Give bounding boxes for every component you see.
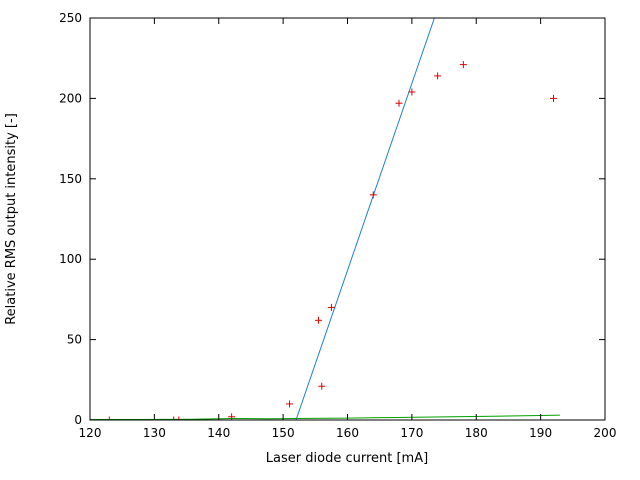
data-point-plus-marker: [550, 94, 557, 102]
data-point-plus-marker: [434, 72, 442, 80]
axes-layer: [89, 17, 606, 421]
x-tick-label: 160: [336, 426, 359, 440]
y-tick-label: 200: [59, 91, 82, 105]
series-layer: [90, 18, 560, 420]
data-point-plus-marker: [408, 88, 416, 96]
measured-intensity-points: [105, 61, 557, 420]
x-tick-label: 190: [529, 426, 552, 440]
x-tick-label: 180: [465, 426, 488, 440]
y-tick-label: 100: [59, 252, 82, 266]
data-point-plus-marker: [395, 99, 403, 107]
data-point-plus-marker: [327, 303, 335, 311]
data-point-plus-marker: [369, 191, 377, 199]
data-point-plus-marker: [286, 400, 294, 408]
y-tick-label: 50: [67, 333, 82, 347]
data-point-plus-marker: [175, 416, 183, 420]
data-point-plus-marker: [170, 416, 178, 420]
generated-chart-layers: 120 130 140 150 160 170 180 190 200 0 50 100 150 200 2…: [59, 11, 616, 440]
plot-border: [89, 17, 606, 421]
x-tick-label: 170: [400, 426, 423, 440]
x-tick-label: 120: [79, 426, 102, 440]
x-axis-title: Laser diode current [mA]: [266, 451, 428, 466]
below-threshold-baseline-line: [90, 414, 560, 420]
y-tick-label: 150: [59, 172, 82, 186]
x-tick-label: 200: [594, 426, 617, 440]
data-point-plus-marker: [318, 382, 326, 390]
data-point-plus-marker: [459, 61, 467, 69]
x-tick-label: 150: [272, 426, 295, 440]
y-tick-label: 0: [74, 413, 82, 427]
linear-threshold-fit-line: [295, 18, 435, 420]
x-tick-label: 130: [143, 426, 166, 440]
tick-labels-layer: 120 130 140 150 160 170 180 190 200 0 50 100 150 200 2…: [59, 11, 616, 440]
data-point-plus-marker: [315, 316, 323, 324]
data-point-plus-marker: [105, 416, 113, 420]
x-tick-label: 140: [207, 426, 230, 440]
y-tick-label: 250: [59, 11, 82, 25]
y-axis-title: Relative RMS output intensity [-]: [4, 113, 19, 325]
data-point-plus-marker: [228, 413, 236, 420]
